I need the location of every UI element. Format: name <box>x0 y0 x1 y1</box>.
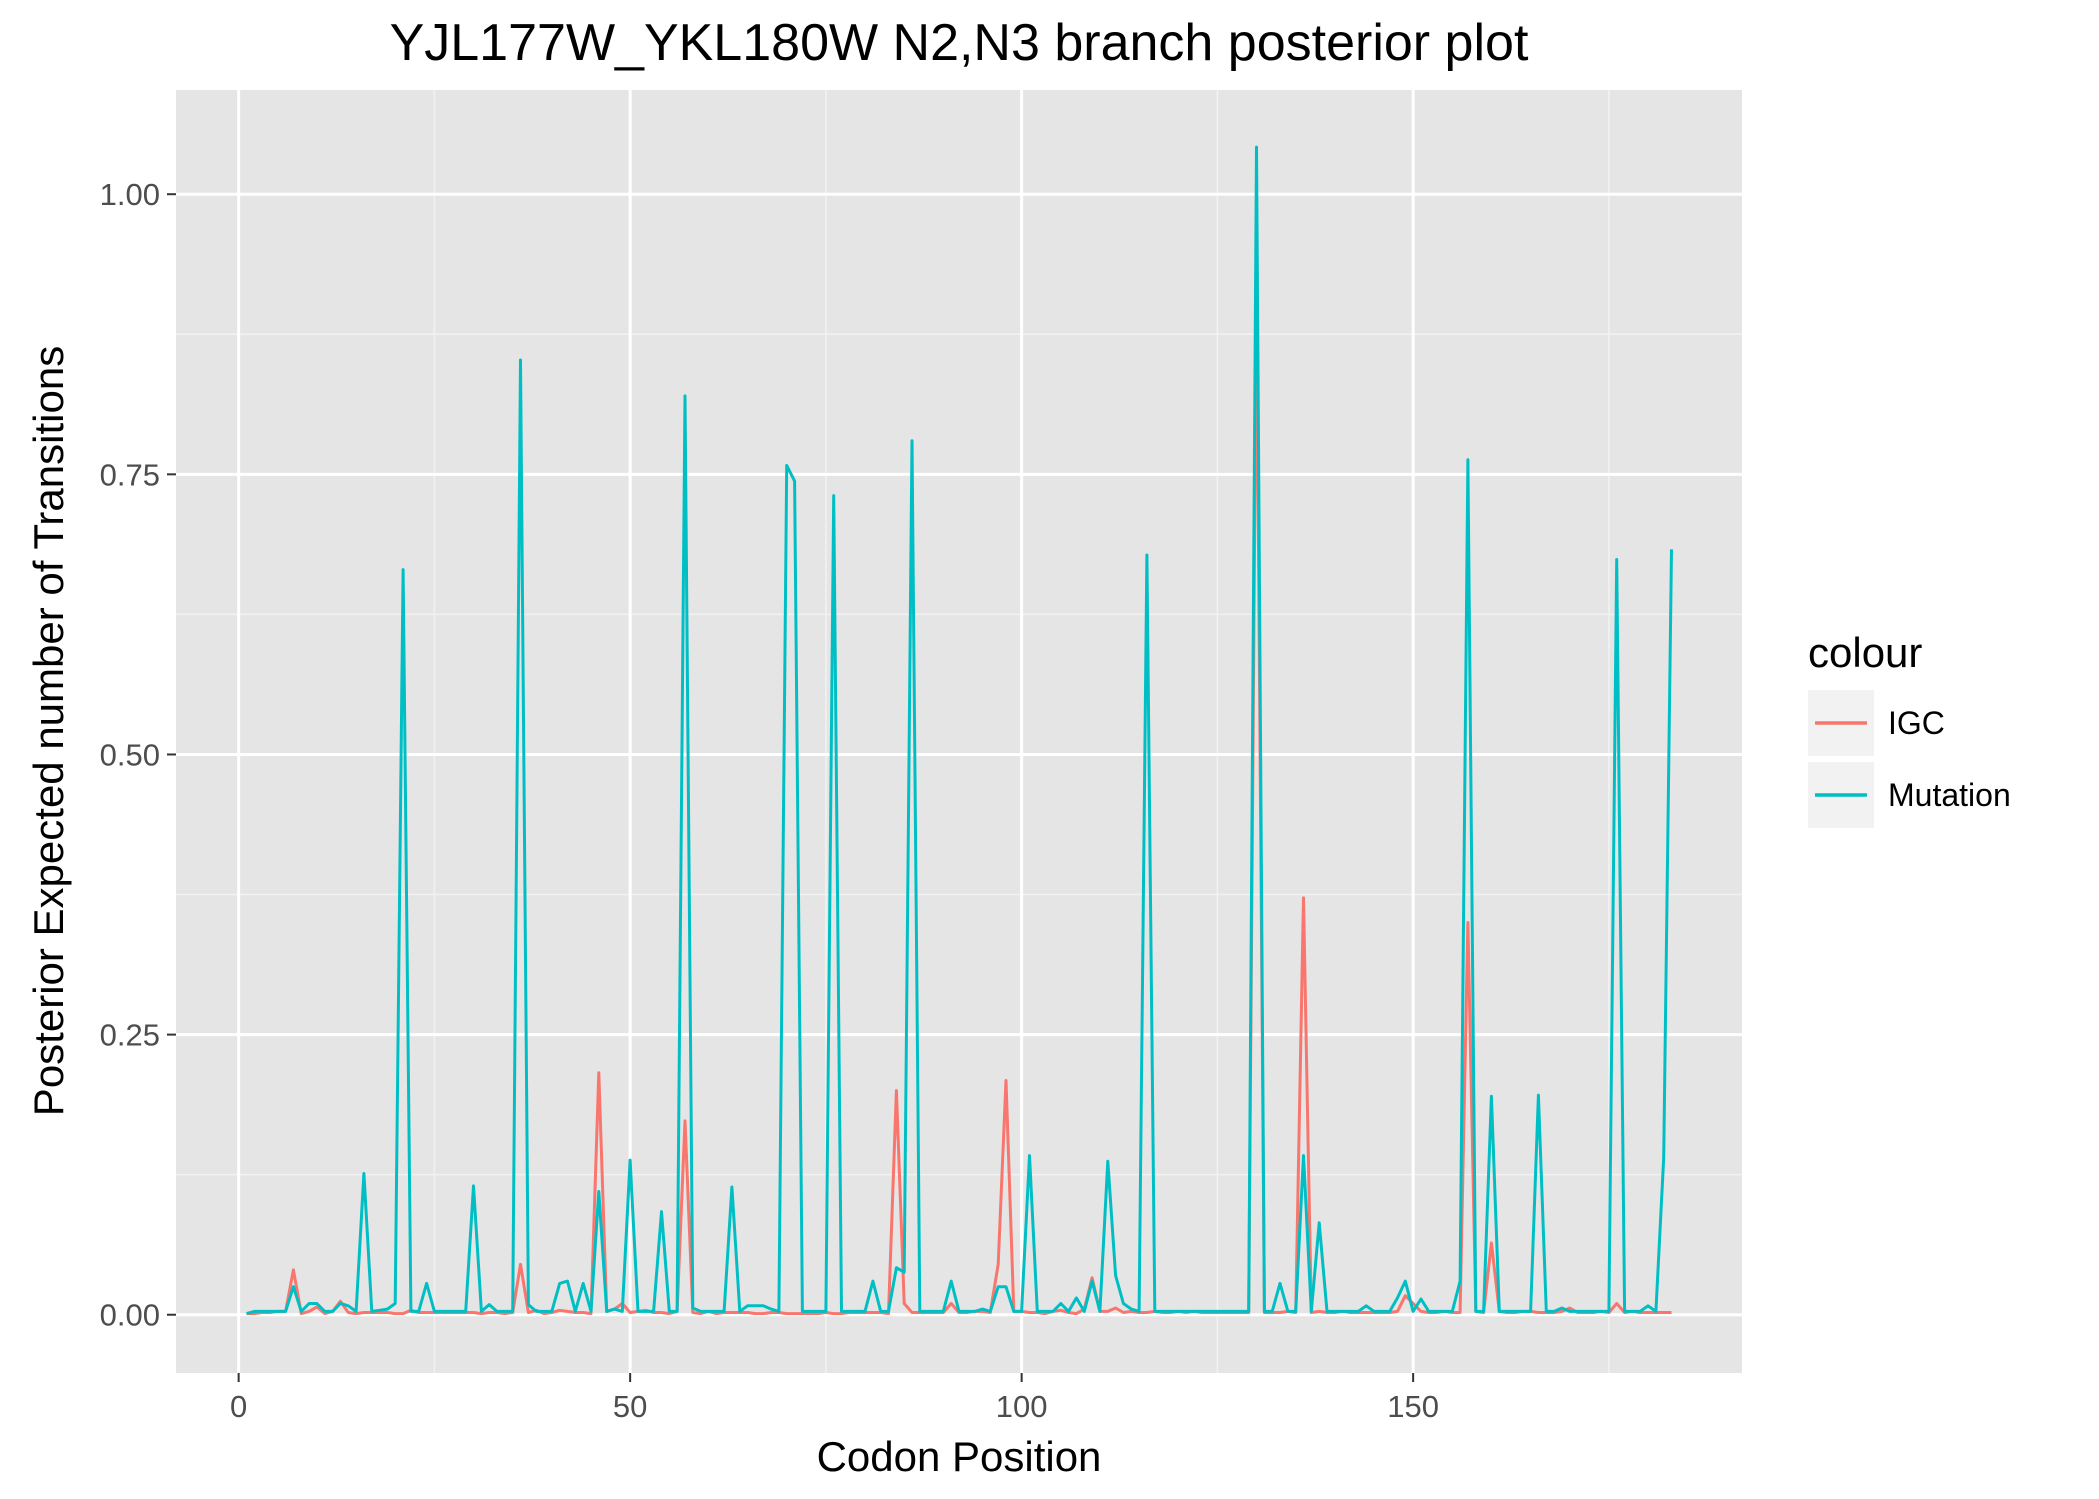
y-tick-label: 0.50 <box>100 737 160 772</box>
x-tick-label: 50 <box>613 1389 647 1424</box>
x-tick-label: 150 <box>1387 1389 1439 1424</box>
legend: colour IGC Mutation <box>1808 629 2011 828</box>
x-axis-title: Codon Position <box>817 1433 1102 1480</box>
y-tick-label: 0.75 <box>100 457 160 492</box>
y-tick-label: 0.00 <box>100 1298 160 1333</box>
legend-item-igc: IGC <box>1808 690 1945 756</box>
chart-title: YJL177W_YKL180W N2,N3 branch posterior p… <box>390 14 1529 72</box>
y-tick-label: 0.25 <box>100 1018 160 1053</box>
x-tick-label: 100 <box>996 1389 1048 1424</box>
legend-label-igc: IGC <box>1888 705 1945 741</box>
minor-gridlines <box>176 90 1742 1373</box>
x-tick-label: 0 <box>230 1389 247 1424</box>
legend-title: colour <box>1808 629 1922 676</box>
plot-panel <box>176 90 1742 1373</box>
legend-items: IGC Mutation <box>1808 690 2011 828</box>
y-axis-ticks: 0.00 0.25 0.50 0.75 1.00 <box>100 177 176 1333</box>
series-mutation <box>246 145 1673 1316</box>
series-line-mutation <box>246 145 1673 1316</box>
legend-label-mutation: Mutation <box>1888 777 2011 813</box>
y-tick-label: 1.00 <box>100 177 160 212</box>
y-axis-title: Posterior Expected number of Transitions <box>25 346 72 1116</box>
x-axis-ticks: 0 50 100 150 <box>230 1373 1439 1424</box>
series-layer <box>246 145 1673 1316</box>
legend-item-mutation: Mutation <box>1808 762 2011 828</box>
